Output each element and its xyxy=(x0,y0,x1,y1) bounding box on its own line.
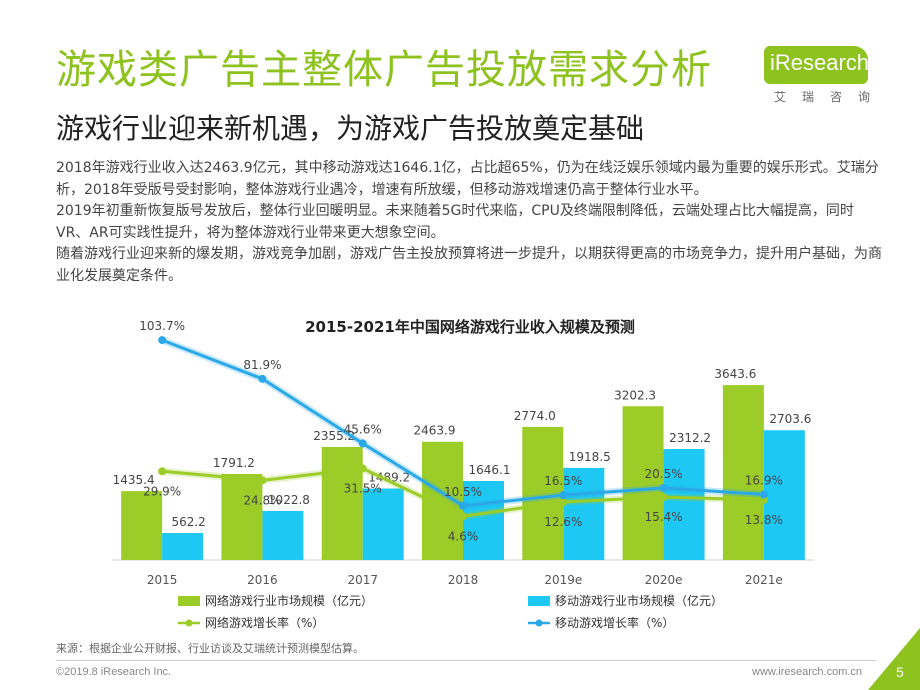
bar-total-revenue xyxy=(121,491,163,560)
bar-total-revenue xyxy=(221,474,263,560)
page-title: 游戏类广告主整体广告投放需求分析 xyxy=(56,47,712,93)
bar-total-data-label: 3643.6 xyxy=(714,367,756,381)
line-total-data-label: 4.6% xyxy=(448,529,479,543)
point-mobile-growth xyxy=(559,491,568,500)
point-mobile-growth xyxy=(358,439,367,448)
legend-swatch xyxy=(528,596,550,606)
legend-label: 网络游戏行业市场规模（亿元） xyxy=(205,593,373,608)
bar-total-revenue xyxy=(321,446,363,560)
bar-mobile-data-label: 1022.8 xyxy=(268,493,310,507)
line-total-data-label: 12.6% xyxy=(544,515,582,529)
body-paragraph-1: 2018年游戏行业收入达2463.9亿元，其中移动游戏达1646.1亿，占比超6… xyxy=(56,160,879,198)
line-mobile-data-label: 103.7% xyxy=(139,319,185,333)
point-total-growth xyxy=(659,493,668,502)
line-total-data-label: 15.4% xyxy=(645,510,683,524)
bar-total-data-label: 3202.3 xyxy=(614,388,656,402)
point-total-growth xyxy=(258,476,267,485)
chart-title: 2015-2021年中国网络游戏行业收入规模及预测 xyxy=(305,318,635,336)
line-total-data-label: 24.8% xyxy=(243,493,281,507)
bar-mobile-data-label: 1646.1 xyxy=(469,463,511,477)
legend-label: 移动游戏增长率（%） xyxy=(555,615,674,630)
x-tick-label: 2021e xyxy=(745,573,783,587)
logo-text: iResearch xyxy=(770,50,870,75)
point-total-growth xyxy=(459,512,467,521)
legend-label: 移动游戏行业市场规模（亿元） xyxy=(555,593,723,608)
bar-mobile-revenue xyxy=(663,449,705,560)
x-tick-label: 2017 xyxy=(347,573,378,587)
bar-mobile-revenue xyxy=(763,430,805,560)
bar-total-revenue xyxy=(522,426,564,560)
bar-mobile-revenue xyxy=(563,467,605,560)
line-mobile-data-label: 16.5% xyxy=(544,474,582,488)
bar-total-data-label: 1791.2 xyxy=(213,456,255,470)
revenue-chart: 2015-2021年中国网络游戏行业收入规模及预测 2015 2016 2017 201… xyxy=(112,318,814,630)
x-tick-label: 2019e xyxy=(544,573,582,587)
source-note: 来源：根据企业公开财报、行业访谈及艾瑞统计预测模型估算。 xyxy=(56,642,364,655)
bar-total-revenue xyxy=(622,406,664,560)
point-mobile-growth xyxy=(659,484,668,492)
line-total-data-label: 13.8% xyxy=(745,513,783,527)
bar-mobile-data-label: 2312.2 xyxy=(669,431,711,445)
iresearch-logo: iResearch 艾瑞咨询 xyxy=(756,46,876,106)
bar-mobile-data-label: 562.2 xyxy=(171,515,205,529)
bar-mobile-revenue xyxy=(162,533,204,560)
line-mobile-data-label: 16.9% xyxy=(745,473,783,487)
bar-mobile-revenue xyxy=(262,510,304,560)
footer-divider xyxy=(56,660,876,661)
point-total-growth xyxy=(158,467,167,476)
point-total-growth xyxy=(559,498,568,507)
page-subtitle: 游戏行业迎来新机遇，为游戏广告投放奠定基础 xyxy=(56,112,645,145)
x-tick-label: 2020e xyxy=(645,573,683,587)
bar-total-data-label: 2774.0 xyxy=(514,409,556,423)
bar-total-revenue xyxy=(722,385,764,560)
logo-cn-text: 艾瑞咨询 xyxy=(774,90,887,104)
line-mobile-data-label: 20.5% xyxy=(645,467,683,481)
body-paragraph-3: 随着游戏行业迎来新的爆发期，游戏竞争加剧，游戏广告主投放预算将进一步提升，以期获… xyxy=(56,246,882,284)
x-tick-label: 2015 xyxy=(147,573,178,587)
point-mobile-growth xyxy=(258,374,267,383)
legend-marker xyxy=(185,619,193,627)
bar-mobile-data-label: 2703.6 xyxy=(769,412,811,426)
point-mobile-growth xyxy=(759,490,768,499)
line-total-data-label: 31.5% xyxy=(344,481,382,495)
line-mobile-data-label: 10.5% xyxy=(444,485,482,499)
legend-label: 网络游戏增长率（%） xyxy=(205,615,324,630)
line-mobile-data-label: 81.9% xyxy=(243,358,281,372)
bar-mobile-revenue xyxy=(463,480,504,560)
line-mobile-data-label: 45.6% xyxy=(344,422,382,436)
bar-total-data-label: 2463.9 xyxy=(414,424,456,438)
legend-swatch xyxy=(178,596,200,606)
page-number: 5 xyxy=(896,664,904,680)
x-tick-label: 2016 xyxy=(247,573,278,587)
bar-mobile-data-label: 1918.5 xyxy=(569,450,611,464)
body-paragraph-2: 2019年初重新恢复版号发放后，整体行业回暖明显。未来随着5G时代来临，CPU及… xyxy=(56,203,854,241)
logo-mark xyxy=(764,46,868,84)
point-mobile-growth xyxy=(158,336,167,345)
legend-marker xyxy=(535,619,543,627)
website-link[interactable]: www.iresearch.com.cn xyxy=(752,666,863,678)
bar-total-data-label: 1435.4 xyxy=(113,473,155,487)
point-total-growth xyxy=(759,495,768,504)
bar-mobile-revenue xyxy=(362,488,404,560)
copyright: ©2019.8 iResearch Inc. xyxy=(56,666,172,678)
x-tick-label: 2018 xyxy=(448,573,479,587)
point-mobile-growth xyxy=(459,501,467,510)
line-total-data-label: 29.9% xyxy=(143,484,181,498)
point-total-growth xyxy=(358,464,367,473)
bar-mobile-data-label: 1489.2 xyxy=(368,471,410,485)
body-text: 2018年游戏行业收入达2463.9亿元，其中移动游戏达1646.1亿，占比超6… xyxy=(56,158,886,287)
